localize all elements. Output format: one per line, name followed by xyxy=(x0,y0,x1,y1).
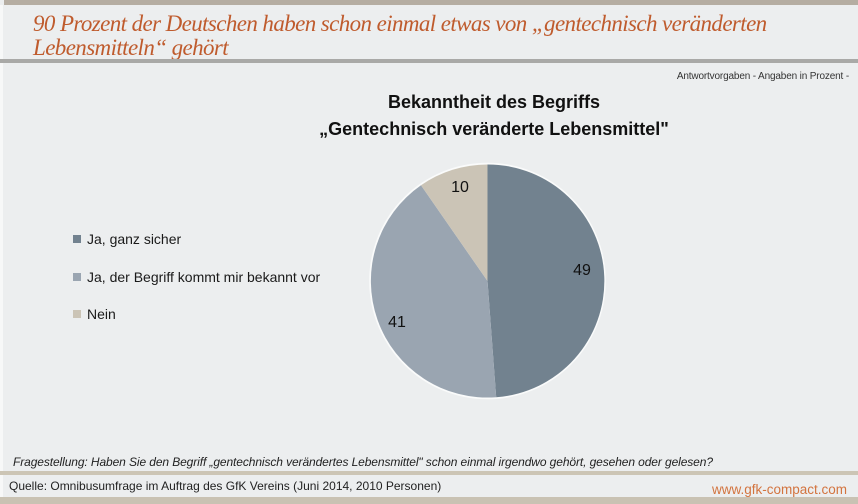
svg-text:10: 10 xyxy=(451,179,469,196)
svg-text:49: 49 xyxy=(573,262,591,279)
svg-text:41: 41 xyxy=(388,314,406,331)
